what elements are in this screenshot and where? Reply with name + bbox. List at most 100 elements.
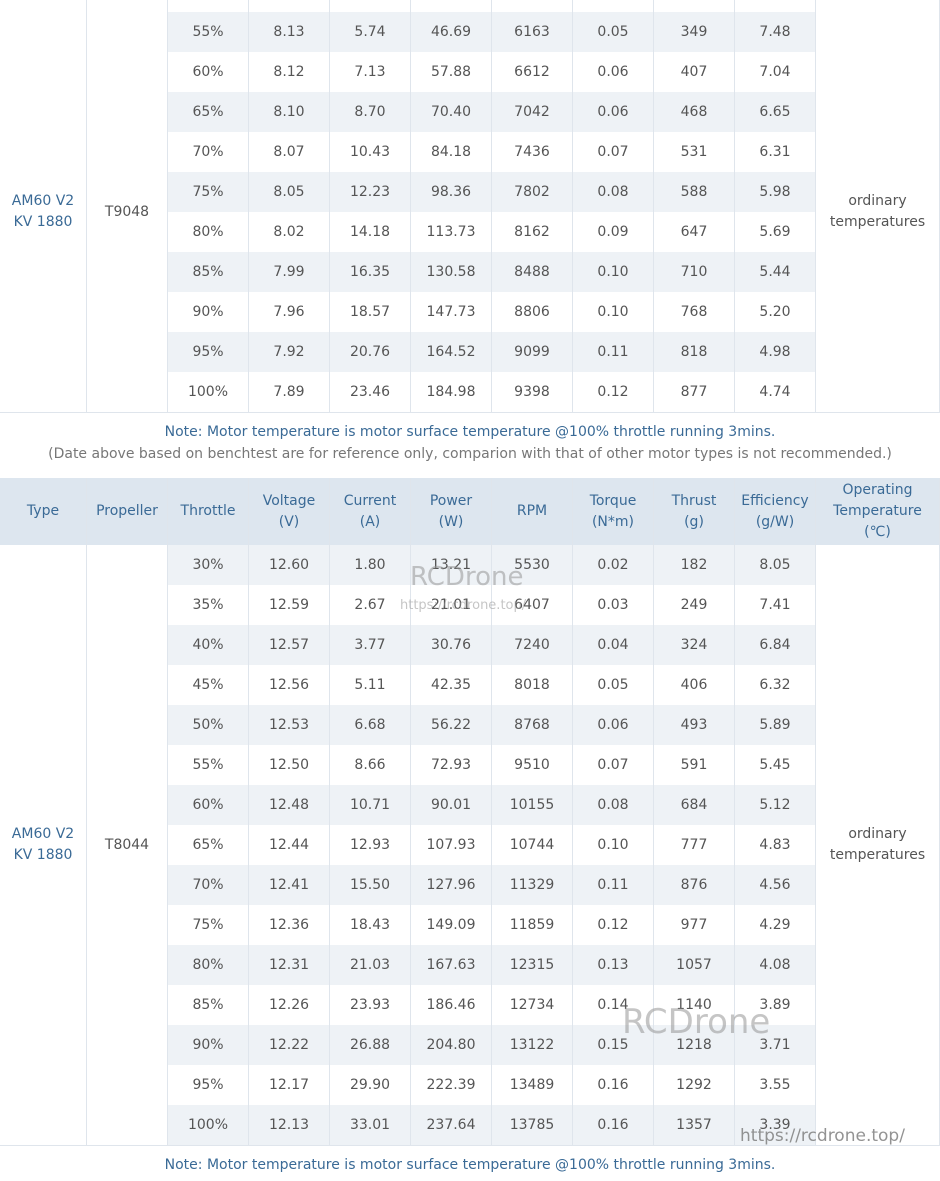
data-cell: 818 [654,332,735,372]
cell-text: 56.22 [430,716,472,733]
data-cell: 14.18 [330,212,411,252]
cell-text: 70% [192,143,224,160]
cell-text: 100% [187,1116,229,1133]
data-cell [654,0,735,12]
data-cell: 406 [654,665,735,705]
cell-text: 8.07 [273,143,305,160]
cell-text: 591 [680,756,708,773]
cell-text: 0.10 [597,303,629,320]
cell-text: 222.39 [426,1076,476,1093]
data-cell: 12.36 [249,905,330,945]
cell-text: 0.06 [597,63,629,80]
data-cell: 8.13 [249,12,330,52]
cell-text: 182 [680,556,708,573]
data-cell: 349 [654,12,735,52]
data-cell: 0.05 [573,12,654,52]
cell-text: 12.56 [268,676,310,693]
data-cell: 11329 [492,865,573,905]
cell-text: 5.44 [759,263,791,280]
cell-text: 90% [192,303,224,320]
cell-text: AM60 V2 [11,826,75,842]
data-cell: 55% [168,745,249,785]
cell-text: 13489 [509,1076,555,1093]
cell-text: 237.64 [426,1116,476,1133]
data-cell: 8.66 [330,745,411,785]
data-cell: 0.06 [573,705,654,745]
cell-text: 249 [680,596,708,613]
cell-text: 9099 [514,343,550,360]
data-cell: 7.41 [735,585,816,625]
cell-text: 8.05 [759,556,791,573]
data-cell: 0.11 [573,332,654,372]
data-cell: 0.06 [573,92,654,132]
data-cell: 23.93 [330,985,411,1025]
cell-text: 1057 [676,956,712,973]
data-cell: 0.07 [573,132,654,172]
cell-text: 12.93 [349,836,391,853]
cell-text: 10155 [509,796,555,813]
data-cell: 100% [168,1105,249,1145]
data-cell: 8806 [492,292,573,332]
cell-text: 30% [192,556,224,573]
cell-text: 107.93 [426,836,476,853]
cell-text: 186.46 [426,996,476,1013]
cell-text: Voltage [262,492,316,509]
watermark: https://rcdrone.top/ [740,1126,905,1146]
cell-text: 493 [680,716,708,733]
note: (Date above based on benchtest are for r… [0,446,940,462]
data-cell: 7.99 [249,252,330,292]
data-cell: 10155 [492,785,573,825]
data-cell: 75% [168,172,249,212]
cell-text: 1292 [676,1076,712,1093]
data-cell: 647 [654,212,735,252]
data-cell [492,0,573,12]
header-cell: Operating Temperature (℃) [816,478,940,545]
data-cell: 46.69 [411,12,492,52]
data-cell: 12.60 [249,545,330,585]
cell-text: 0.04 [597,636,629,653]
cell-text: RCDrone [410,562,524,592]
data-cell: 3.39 [735,1105,816,1145]
data-cell: 3.55 [735,1065,816,1105]
cell-text: 7.99 [273,263,305,280]
data-cell: 0.07 [573,745,654,785]
cell-text: 2.67 [354,596,386,613]
data-cell: 107.93 [411,825,492,865]
cell-text: 0.07 [597,756,629,773]
cell-text: 3.39 [759,1116,791,1133]
watermark: RCDrone [410,562,523,592]
cell-text: Temperature [833,503,922,519]
data-cell: 8488 [492,252,573,292]
cell-text: Torque [589,492,637,509]
data-cell: 18.57 [330,292,411,332]
data-cell: 5.69 [735,212,816,252]
data-cell: 10.43 [330,132,411,172]
cell-text: 3.77 [354,636,386,653]
cell-text: 0.12 [597,916,629,933]
data-cell: 12.44 [249,825,330,865]
cell-text: 0.06 [597,103,629,120]
data-cell: 13122 [492,1025,573,1065]
header-cell: Torque (N*m) [573,478,654,545]
data-cell: 8.07 [249,132,330,172]
data-cell: 65% [168,825,249,865]
cell-text: 12.44 [268,836,310,853]
cell-text: 45% [192,676,224,693]
data-cell: 113.73 [411,212,492,252]
data-cell: 0.11 [573,865,654,905]
cell-text: 8.13 [273,23,305,40]
data-cell: 85% [168,252,249,292]
cell-text: Power [429,492,473,509]
cell-text: (g/W) [755,513,795,530]
cell-text: 12.60 [268,556,310,573]
data-cell: 80% [168,212,249,252]
data-cell: 877 [654,372,735,412]
cell-text: 57.88 [430,63,472,80]
cell-text: 4.74 [759,383,791,400]
cell-text: KV 1880 [13,847,73,863]
cell-text: 127.96 [426,876,476,893]
header-cell: Power (W) [411,478,492,545]
data-cell: 0.16 [573,1105,654,1145]
cell-text: 4.08 [759,956,791,973]
